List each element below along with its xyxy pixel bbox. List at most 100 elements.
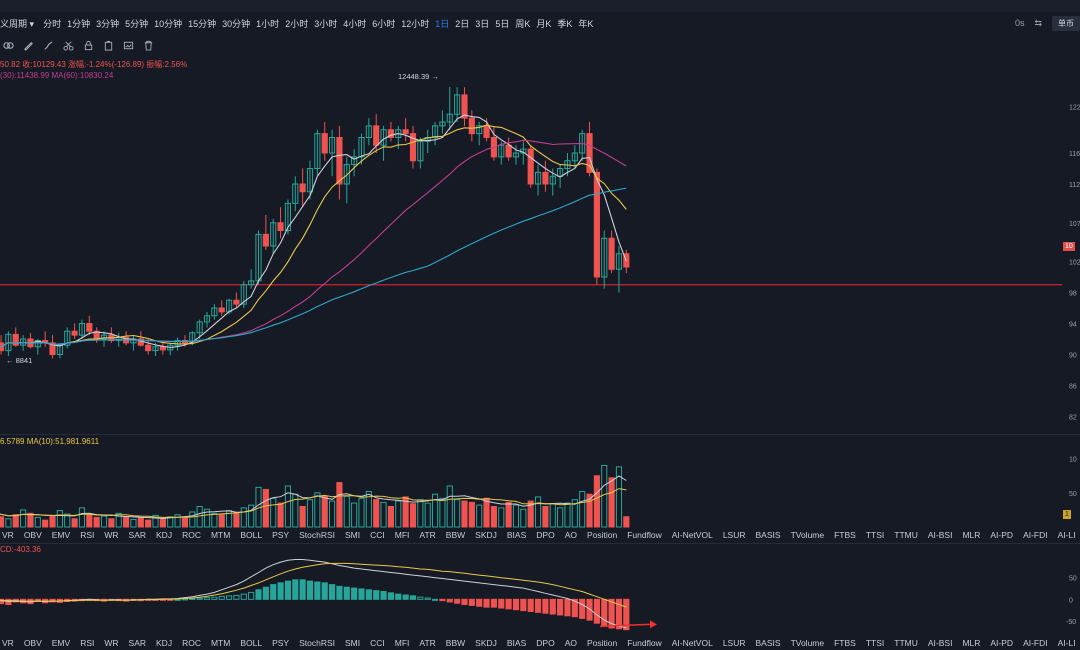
indicator-tab-ttsi[interactable]: TTSI	[865, 638, 885, 648]
indicator-tab-basis[interactable]: BASIS	[755, 530, 781, 540]
indicator-tab-mtm[interactable]: MTM	[210, 638, 231, 648]
indicator-tab-rsi[interactable]: RSI	[80, 530, 95, 540]
indicator-tab-ai-pd[interactable]: AI-PD	[990, 638, 1014, 648]
timeframe-11[interactable]: 6小时	[372, 18, 396, 29]
timeframe-0[interactable]: 分时	[43, 18, 62, 29]
indicator-tab-ai-li[interactable]: AI-LI	[1057, 530, 1076, 540]
indicator-tab-mtm[interactable]: MTM	[210, 530, 231, 540]
indicator-tab-rsi[interactable]: RSI	[80, 638, 95, 648]
indicator-tab-tvolume[interactable]: TVolume	[790, 638, 825, 648]
indicator-tab-smi[interactable]: SMI	[345, 530, 361, 540]
indicator-tab-bbw[interactable]: BBW	[445, 530, 466, 540]
indicator-tab-ai-bsi[interactable]: AI-BSI	[927, 530, 953, 540]
indicator-tab-ai-li[interactable]: AI-LI	[1057, 638, 1076, 648]
indicator-tab-fundflow[interactable]: Fundflow	[627, 530, 662, 540]
indicator-tab-stochrsi[interactable]: StochRSI	[299, 530, 335, 540]
swap-icon[interactable]: ⇆	[1034, 17, 1042, 28]
indicator-tab-stochrsi[interactable]: StochRSI	[299, 638, 335, 648]
indicator-tab-ttmu[interactable]: TTMU	[894, 638, 918, 648]
indicator-tab-bias[interactable]: BIAS	[506, 638, 527, 648]
single-coin-button[interactable]: 单币	[1052, 15, 1080, 31]
indicator-tab-roc[interactable]: ROC	[182, 638, 201, 648]
indicator-tab-ao[interactable]: AO	[564, 638, 577, 648]
indicator-tab-mlr[interactable]: MLR	[962, 530, 981, 540]
indicator-tab-ai-fdi[interactable]: AI-FDI	[1023, 638, 1048, 648]
pencil-icon[interactable]	[23, 40, 34, 51]
indicator-tab-ftbs[interactable]: FTBS	[834, 638, 856, 648]
interval-dropdown[interactable]: 义周期 ▾	[0, 17, 40, 30]
indicator-tab-wr[interactable]: WR	[104, 638, 119, 648]
indicator-tab-vr[interactable]: VR	[2, 530, 14, 540]
indicator-tab-psy[interactable]: PSY	[272, 638, 290, 648]
indicator-tab-atr[interactable]: ATR	[419, 530, 436, 540]
indicator-tab-basis[interactable]: BASIS	[755, 638, 781, 648]
timeframe-16[interactable]: 5日	[495, 18, 510, 29]
indicator-tab-position[interactable]: Position	[586, 638, 618, 648]
indicator-tab-ai-netvol[interactable]: AI-NetVOL	[671, 638, 713, 648]
indicator-tab-kdj[interactable]: KDJ	[156, 638, 173, 648]
indicator-tab-vr[interactable]: VR	[2, 638, 14, 648]
indicator-tab-boll[interactable]: BOLL	[240, 530, 263, 540]
indicator-tab-lsur[interactable]: LSUR	[722, 638, 746, 648]
timeframe-1[interactable]: 1分钟	[67, 18, 91, 29]
timeframe-12[interactable]: 12小时	[401, 18, 430, 29]
timeframe-2[interactable]: 3分钟	[96, 18, 120, 29]
timeframe-13[interactable]: 1日	[435, 18, 450, 29]
indicator-tab-sar[interactable]: SAR	[128, 530, 147, 540]
timeframe-18[interactable]: 月K	[536, 18, 552, 29]
indicator-tab-mfi[interactable]: MFI	[394, 638, 410, 648]
indicator-tab-ai-netvol[interactable]: AI-NetVOL	[671, 530, 713, 540]
timeframe-8[interactable]: 2小时	[285, 18, 309, 29]
timeframe-10[interactable]: 4小时	[343, 18, 367, 29]
indicator-tab-obv[interactable]: OBV	[23, 530, 42, 540]
indicator-tab-fundflow[interactable]: Fundflow	[627, 638, 662, 648]
trash-icon[interactable]	[143, 40, 154, 51]
indicator-tab-ai-fdi[interactable]: AI-FDI	[1023, 530, 1048, 540]
indicator-tab-position[interactable]: Position	[586, 530, 618, 540]
indicator-tab-psy[interactable]: PSY	[272, 530, 290, 540]
indicator-tab-kdj[interactable]: KDJ	[156, 530, 173, 540]
timeframe-9[interactable]: 3小时	[314, 18, 338, 29]
indicator-tab-cci[interactable]: CCI	[370, 530, 385, 540]
timeframe-15[interactable]: 3日	[475, 18, 490, 29]
indicator-tab-lsur[interactable]: LSUR	[722, 530, 746, 540]
timeframe-19[interactable]: 季K	[557, 18, 573, 29]
indicator-tab-emv[interactable]: EMV	[51, 638, 71, 648]
indicator-tab-atr[interactable]: ATR	[419, 638, 436, 648]
indicator-tab-roc[interactable]: ROC	[182, 530, 201, 540]
timeframe-20[interactable]: 年K	[578, 18, 594, 29]
scissors-icon[interactable]	[63, 40, 74, 51]
indicator-tab-boll[interactable]: BOLL	[240, 638, 263, 648]
indicator-tab-skdj[interactable]: SKDJ	[475, 530, 497, 540]
indicator-tab-wr[interactable]: WR	[104, 530, 119, 540]
indicator-tab-bias[interactable]: BIAS	[506, 530, 527, 540]
timeframe-4[interactable]: 10分钟	[154, 18, 183, 29]
indicator-tab-dpo[interactable]: DPO	[536, 530, 555, 540]
indicator-tab-ai-pd[interactable]: AI-PD	[990, 530, 1014, 540]
indicator-tab-sar[interactable]: SAR	[128, 638, 147, 648]
screenshot-icon[interactable]	[123, 40, 134, 51]
timeframe-5[interactable]: 15分钟	[188, 18, 217, 29]
timeframe-3[interactable]: 5分钟	[125, 18, 149, 29]
timeframe-7[interactable]: 1小时	[256, 18, 280, 29]
brush-icon[interactable]	[43, 40, 54, 51]
indicator-tab-cci[interactable]: CCI	[370, 638, 385, 648]
timeframe-6[interactable]: 30分钟	[222, 18, 251, 29]
indicator-tab-ai-bsi[interactable]: AI-BSI	[927, 638, 953, 648]
clipboard-icon[interactable]	[103, 40, 114, 51]
indicator-tab-bbw[interactable]: BBW	[445, 638, 466, 648]
indicator-tab-ao[interactable]: AO	[564, 530, 577, 540]
indicator-tab-mfi[interactable]: MFI	[394, 530, 410, 540]
indicator-tab-smi[interactable]: SMI	[345, 638, 361, 648]
indicator-tab-ttsi[interactable]: TTSI	[865, 530, 885, 540]
indicator-tab-mlr[interactable]: MLR	[962, 638, 981, 648]
indicator-tab-dpo[interactable]: DPO	[536, 638, 555, 648]
timeframe-17[interactable]: 周K	[515, 18, 531, 29]
lock-icon[interactable]	[83, 40, 94, 51]
indicator-tab-skdj[interactable]: SKDJ	[475, 638, 497, 648]
indicator-tab-tvolume[interactable]: TVolume	[790, 530, 825, 540]
timeframe-14[interactable]: 2日	[455, 18, 470, 29]
indicator-tab-ttmu[interactable]: TTMU	[894, 530, 918, 540]
link-icon[interactable]	[3, 40, 14, 51]
